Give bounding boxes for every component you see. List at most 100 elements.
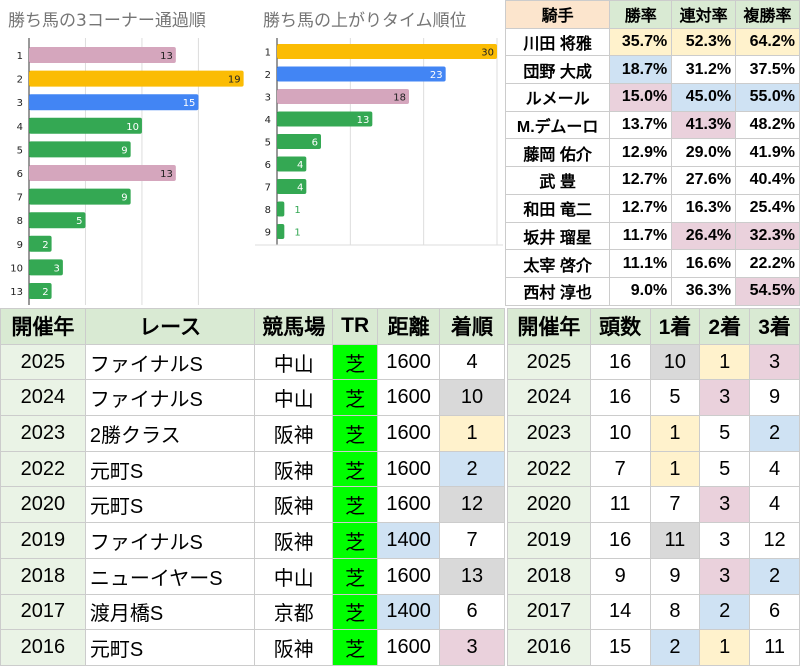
bar: [29, 141, 131, 158]
table-row: 2025 ファイナルS 中山芝 1600 4: [0, 343, 505, 381]
data-label: 19: [228, 75, 241, 86]
venue-cell: 中山: [254, 379, 334, 417]
rate-cell: 41.3%: [671, 110, 737, 140]
tick-label: 3: [17, 98, 23, 109]
year-cell: 2025: [507, 343, 591, 381]
runners-cell: 15: [589, 629, 651, 666]
distance-cell: 1400: [377, 522, 441, 559]
finish-cell: 13: [439, 557, 505, 595]
bar: [277, 134, 321, 149]
table-row: 藤岡 佑介 12.9% 29.0% 41.9%: [504, 138, 800, 168]
table-row: 2022 元町S 阪神芝 1600 2: [0, 450, 505, 488]
data-label: 2: [42, 240, 48, 251]
rate-cell: 54.5%: [735, 276, 800, 306]
table-row: 2018 ニューイヤーS 中山芝 1600 13: [0, 557, 505, 595]
third-cell: 4: [749, 486, 800, 524]
tick-label: 7: [17, 193, 23, 204]
race-name-cell: 元町S: [84, 629, 256, 666]
bar: [29, 188, 131, 205]
data-label: 10: [126, 122, 139, 133]
tick-label: 4: [17, 122, 23, 133]
year-cell: 2017: [0, 593, 86, 631]
data-label: 5: [76, 216, 82, 227]
rate-cell: 32.3%: [735, 221, 800, 251]
column-header: 頭数: [589, 308, 651, 345]
first-cell: 5: [649, 379, 701, 417]
track-cell: 芝: [332, 486, 379, 524]
second-cell: 3: [699, 486, 751, 524]
year-cell: 2022: [0, 450, 86, 488]
year-cell: 2023: [507, 415, 591, 452]
runners-cell: 14: [589, 593, 651, 631]
tick-label: 13: [10, 287, 23, 298]
table-row: 2022 7 1 5 4: [507, 450, 800, 488]
jockey-name: ルメール: [504, 83, 611, 112]
rate-cell: 18.7%: [609, 55, 673, 85]
rate-cell: 55.0%: [735, 83, 800, 112]
chart-title: 勝ち馬の上がりタイム順位: [263, 11, 467, 31]
data-label: 1: [294, 205, 300, 216]
venue-cell: 阪神: [254, 522, 334, 559]
third-cell: 12: [749, 522, 800, 559]
data-label: 2: [42, 287, 48, 298]
distance-cell: 1600: [377, 379, 441, 417]
race-name-cell: 2勝クラス: [84, 415, 256, 452]
bar: [277, 201, 285, 217]
table-row: 2018 9 9 3 2: [507, 557, 800, 595]
column-header: 着順: [439, 308, 505, 345]
finish-cell: 4: [439, 343, 505, 381]
first-cell: 7: [649, 486, 701, 524]
tick-label: 4: [265, 115, 271, 126]
third-cell: 3: [749, 343, 800, 381]
data-label: 9: [121, 145, 127, 156]
table-row: 2020 元町S 阪神芝 1600 12: [0, 486, 505, 524]
track-cell: 芝: [332, 557, 379, 595]
column-header: 開催年: [507, 308, 591, 345]
jockey-name: 西村 淳也: [504, 276, 611, 306]
data-label: 4: [297, 160, 303, 171]
bar: [29, 94, 199, 111]
table-row: 武 豊 12.7% 27.6% 40.4%: [504, 166, 800, 195]
second-cell: 1: [699, 343, 751, 381]
tick-label: 2: [17, 75, 23, 86]
bar: [29, 165, 176, 181]
data-label: 18: [393, 93, 406, 104]
table-row: 西村 淳也 9.0% 36.3% 54.5%: [504, 276, 800, 306]
column-header: 2着: [699, 308, 751, 345]
rate-cell: 40.4%: [735, 166, 800, 195]
runners-cell: 9: [589, 557, 651, 595]
rate-cell: 37.5%: [735, 55, 800, 85]
finish-cell: 6: [439, 593, 505, 631]
bar: [29, 47, 176, 63]
table-row: 2024 16 5 3 9: [507, 379, 800, 417]
column-header: 競馬場: [254, 308, 334, 345]
runners-cell: 10: [589, 415, 651, 452]
year-cell: 2023: [0, 415, 86, 452]
venue-cell: 阪神: [254, 486, 334, 524]
first-cell: 10: [649, 343, 701, 381]
column-header: 騎手: [504, 0, 611, 29]
year-cell: 2020: [507, 486, 591, 524]
column-header: 勝率: [609, 0, 673, 29]
final-time-rank-chart: 1 30 2 23 3 18 4 13 5 6 6 4 7 4 8 1 9 1 勝ち馬の上がりタイム順位: [255, 0, 503, 305]
tick-label: 10: [10, 263, 23, 274]
bar: [277, 156, 307, 172]
table-row: 2017 渡月橋S 京都芝 1400 6: [0, 593, 505, 631]
distance-cell: 1600: [377, 629, 441, 666]
rate-cell: 27.6%: [671, 166, 737, 195]
rate-cell: 9.0%: [609, 276, 673, 306]
first-cell: 2: [649, 629, 701, 666]
jockey-name: 川田 将雅: [504, 27, 611, 57]
bar: [29, 235, 52, 252]
table-row: ルメール 15.0% 45.0% 55.0%: [504, 83, 800, 112]
second-cell: 5: [699, 415, 751, 452]
bar: [29, 283, 52, 299]
rate-cell: 13.7%: [609, 110, 673, 140]
finish-cell: 12: [439, 486, 505, 524]
bar: [29, 70, 244, 87]
year-cell: 2017: [507, 593, 591, 631]
rate-cell: 35.7%: [609, 27, 673, 57]
table-row: M.デムーロ 13.7% 41.3% 48.2%: [504, 110, 800, 140]
tick-label: 3: [265, 93, 271, 104]
data-label: 6: [312, 138, 318, 149]
